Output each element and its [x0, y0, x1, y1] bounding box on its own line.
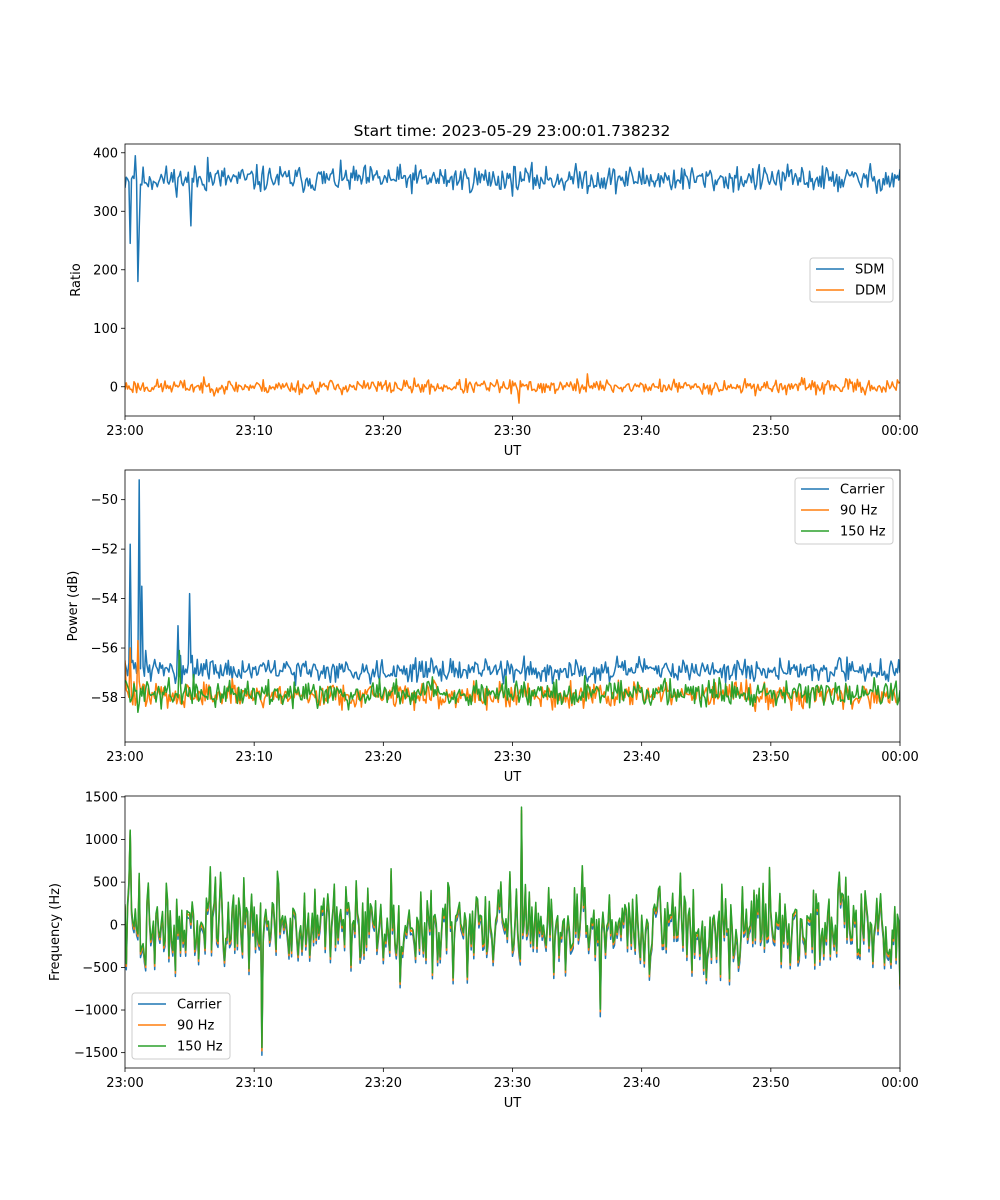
- series-line-150-hz: [125, 649, 900, 714]
- legend-frame: [794, 477, 894, 545]
- x-tick-label: 23:30: [494, 424, 531, 439]
- legend: Carrier 90 Hz 150 Hz: [794, 477, 894, 545]
- x-axis-label: UT: [504, 770, 522, 785]
- x-tick-label: 00:00: [881, 1076, 918, 1091]
- y-tick-label: 0: [110, 380, 118, 395]
- y-tick-label: 100: [93, 322, 118, 337]
- y-tick-label: −58: [91, 691, 118, 706]
- y-tick-label: −54: [91, 592, 118, 607]
- legend-label: Carrier: [177, 998, 222, 1013]
- x-tick-label: 23:00: [106, 424, 143, 439]
- y-tick-label: −56: [91, 642, 118, 657]
- series-line-ddm: [125, 373, 900, 404]
- figure-title: Start time: 2023-05-29 23:00:01.738232: [354, 122, 671, 140]
- y-tick-label: 1500: [85, 790, 118, 805]
- x-tick-label: 00:00: [881, 424, 918, 439]
- y-tick-label: −52: [91, 543, 118, 558]
- y-tick-label: 400: [93, 146, 118, 161]
- x-tick-label: 23:20: [365, 424, 402, 439]
- x-tick-label: 23:40: [623, 1076, 660, 1091]
- x-tick-label: 23:50: [752, 424, 789, 439]
- legend-label: 150 Hz: [177, 1040, 223, 1055]
- x-tick-label: 23:50: [752, 1076, 789, 1091]
- y-tick-label: 1000: [85, 833, 118, 848]
- x-tick-label: 23:20: [365, 750, 402, 765]
- chart-panel-2: 23:00 23:10 23:20 23:30 23:40 23:50 00:00 −58 −5…: [66, 469, 919, 785]
- x-axis-label: UT: [504, 1096, 522, 1111]
- y-tick-label: −50: [91, 493, 118, 508]
- x-tick-label: 23:50: [752, 750, 789, 765]
- plot-area: [125, 806, 900, 1056]
- x-tick-label: 23:40: [623, 750, 660, 765]
- plot-area: [125, 479, 900, 714]
- y-tick-label: 200: [93, 263, 118, 278]
- x-tick-label: 23:00: [106, 750, 143, 765]
- legend-label: 90 Hz: [177, 1019, 214, 1034]
- chart-panel-1: 23:00 23:10 23:20 23:30 23:40 23:50 00:00 0 100 2…: [69, 143, 919, 459]
- legend-label: DDM: [855, 284, 886, 299]
- y-tick-label: 300: [93, 205, 118, 220]
- y-axis-label: Power (dB): [66, 571, 81, 642]
- legend-frame: [131, 992, 231, 1060]
- y-tick-label: 500: [93, 876, 118, 891]
- y-tick-label: −1000: [74, 1004, 118, 1019]
- series-line-carrier: [125, 479, 900, 687]
- legend-label: Carrier: [840, 483, 885, 498]
- legend: Carrier 90 Hz 150 Hz: [131, 992, 231, 1060]
- y-axis-label: Frequency (Hz): [48, 883, 63, 981]
- x-tick-label: 23:10: [235, 1076, 272, 1091]
- chart-panel-3: 23:00 23:10 23:20 23:30 23:40 23:50 00:00 −1500…: [48, 790, 919, 1111]
- x-tick-label: 23:00: [106, 1076, 143, 1091]
- x-tick-label: 23:10: [235, 424, 272, 439]
- x-axis-label: UT: [504, 444, 522, 459]
- plot-area: [125, 154, 900, 404]
- x-tick-label: 23:20: [365, 1076, 402, 1091]
- x-tick-label: 23:30: [494, 1076, 531, 1091]
- x-tick-label: 23:40: [623, 424, 660, 439]
- series-line-90-hz: [125, 639, 900, 713]
- x-tick-label: 00:00: [881, 750, 918, 765]
- y-tick-label: 0: [110, 918, 118, 933]
- legend: SDM DDM: [809, 257, 894, 303]
- legend-label: 150 Hz: [840, 525, 886, 540]
- series-line-150-hz: [125, 806, 900, 1049]
- legend-label: 90 Hz: [840, 504, 877, 519]
- x-tick-label: 23:30: [494, 750, 531, 765]
- series-line-sdm: [125, 154, 900, 283]
- x-tick-label: 23:10: [235, 750, 272, 765]
- legend-label: SDM: [855, 263, 884, 278]
- y-tick-label: −1500: [74, 1046, 118, 1061]
- y-axis-label: Ratio: [69, 263, 84, 296]
- y-tick-label: −500: [82, 961, 118, 976]
